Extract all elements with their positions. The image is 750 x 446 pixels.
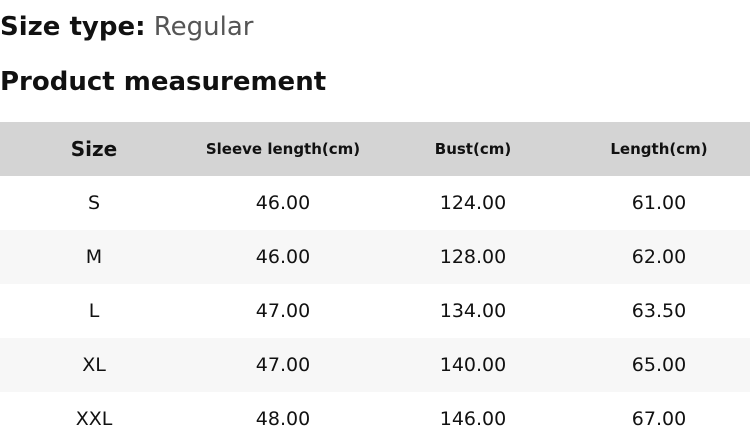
section-title: Product measurement: [0, 67, 327, 97]
table-cell: XXL: [75, 408, 113, 430]
header-bust: Bust(cm): [378, 122, 568, 176]
table-cell: L: [88, 300, 100, 322]
table-cell: 46.00: [255, 192, 311, 214]
table-cell: XL: [0, 338, 188, 392]
table-row: L 47.00 134.00 63.50: [0, 284, 750, 338]
measurement-table: Size Sleeve length(cm) Bust(cm) Length(c…: [0, 122, 750, 446]
table-cell: 47.00: [188, 338, 378, 392]
table-cell: 134.00: [439, 300, 507, 322]
size-type-value: Regular: [153, 12, 254, 42]
table-cell: 46.00: [188, 230, 378, 284]
header-sleeve: Sleeve length(cm): [188, 122, 378, 176]
table-cell: 65.00: [568, 338, 750, 392]
table-cell: M: [0, 230, 188, 284]
table-cell: S: [87, 192, 101, 214]
header-size: Size: [0, 122, 188, 176]
table-row: S 46.00 124.00 61.00: [0, 176, 750, 230]
table-cell: 48.00: [255, 408, 311, 430]
table-cell: 63.50: [631, 300, 687, 322]
size-type: Size type: Regular: [0, 12, 253, 42]
table-cell: 62.00: [568, 230, 750, 284]
size-type-label: Size type:: [0, 12, 146, 42]
header-length: Length(cm): [568, 122, 750, 176]
table-row: XL 47.00 140.00 65.00: [0, 338, 750, 392]
table-cell: 67.00: [631, 408, 687, 430]
table-row: XXL 48.00 146.00 67.00: [0, 392, 750, 446]
table-cell: 146.00: [439, 408, 507, 430]
table-row: M 46.00 128.00 62.00: [0, 230, 750, 284]
table-cell: 124.00: [439, 192, 507, 214]
table-cell: 128.00: [378, 230, 568, 284]
table-cell: 47.00: [255, 300, 311, 322]
table-cell: 61.00: [631, 192, 687, 214]
table-cell: 140.00: [378, 338, 568, 392]
